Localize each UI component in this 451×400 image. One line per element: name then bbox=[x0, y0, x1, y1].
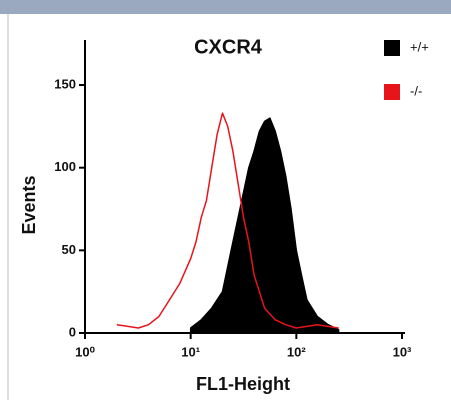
x-tick-label: 10³ bbox=[393, 344, 412, 359]
y-tick-label: 100 bbox=[54, 159, 76, 174]
legend-swatch bbox=[384, 84, 400, 100]
y-tick-label: 150 bbox=[54, 76, 76, 91]
x-axis-label: FL1-Height bbox=[196, 374, 290, 394]
x-tick-label: 10² bbox=[287, 344, 306, 359]
chart-title: CXCR4 bbox=[194, 36, 263, 58]
x-tick-label: 10⁰ bbox=[75, 344, 95, 359]
x-tick-label: 10¹ bbox=[181, 344, 200, 359]
series-line bbox=[189, 117, 340, 334]
series-line bbox=[116, 112, 339, 329]
y-tick-label: 50 bbox=[62, 242, 76, 257]
legend-label: -/- bbox=[410, 83, 422, 98]
y-axis-label: Events bbox=[19, 175, 39, 234]
top-strip bbox=[0, 0, 451, 14]
y-tick-label: 0 bbox=[69, 324, 76, 339]
legend-label: +/+ bbox=[410, 39, 429, 54]
legend-swatch bbox=[384, 40, 400, 56]
